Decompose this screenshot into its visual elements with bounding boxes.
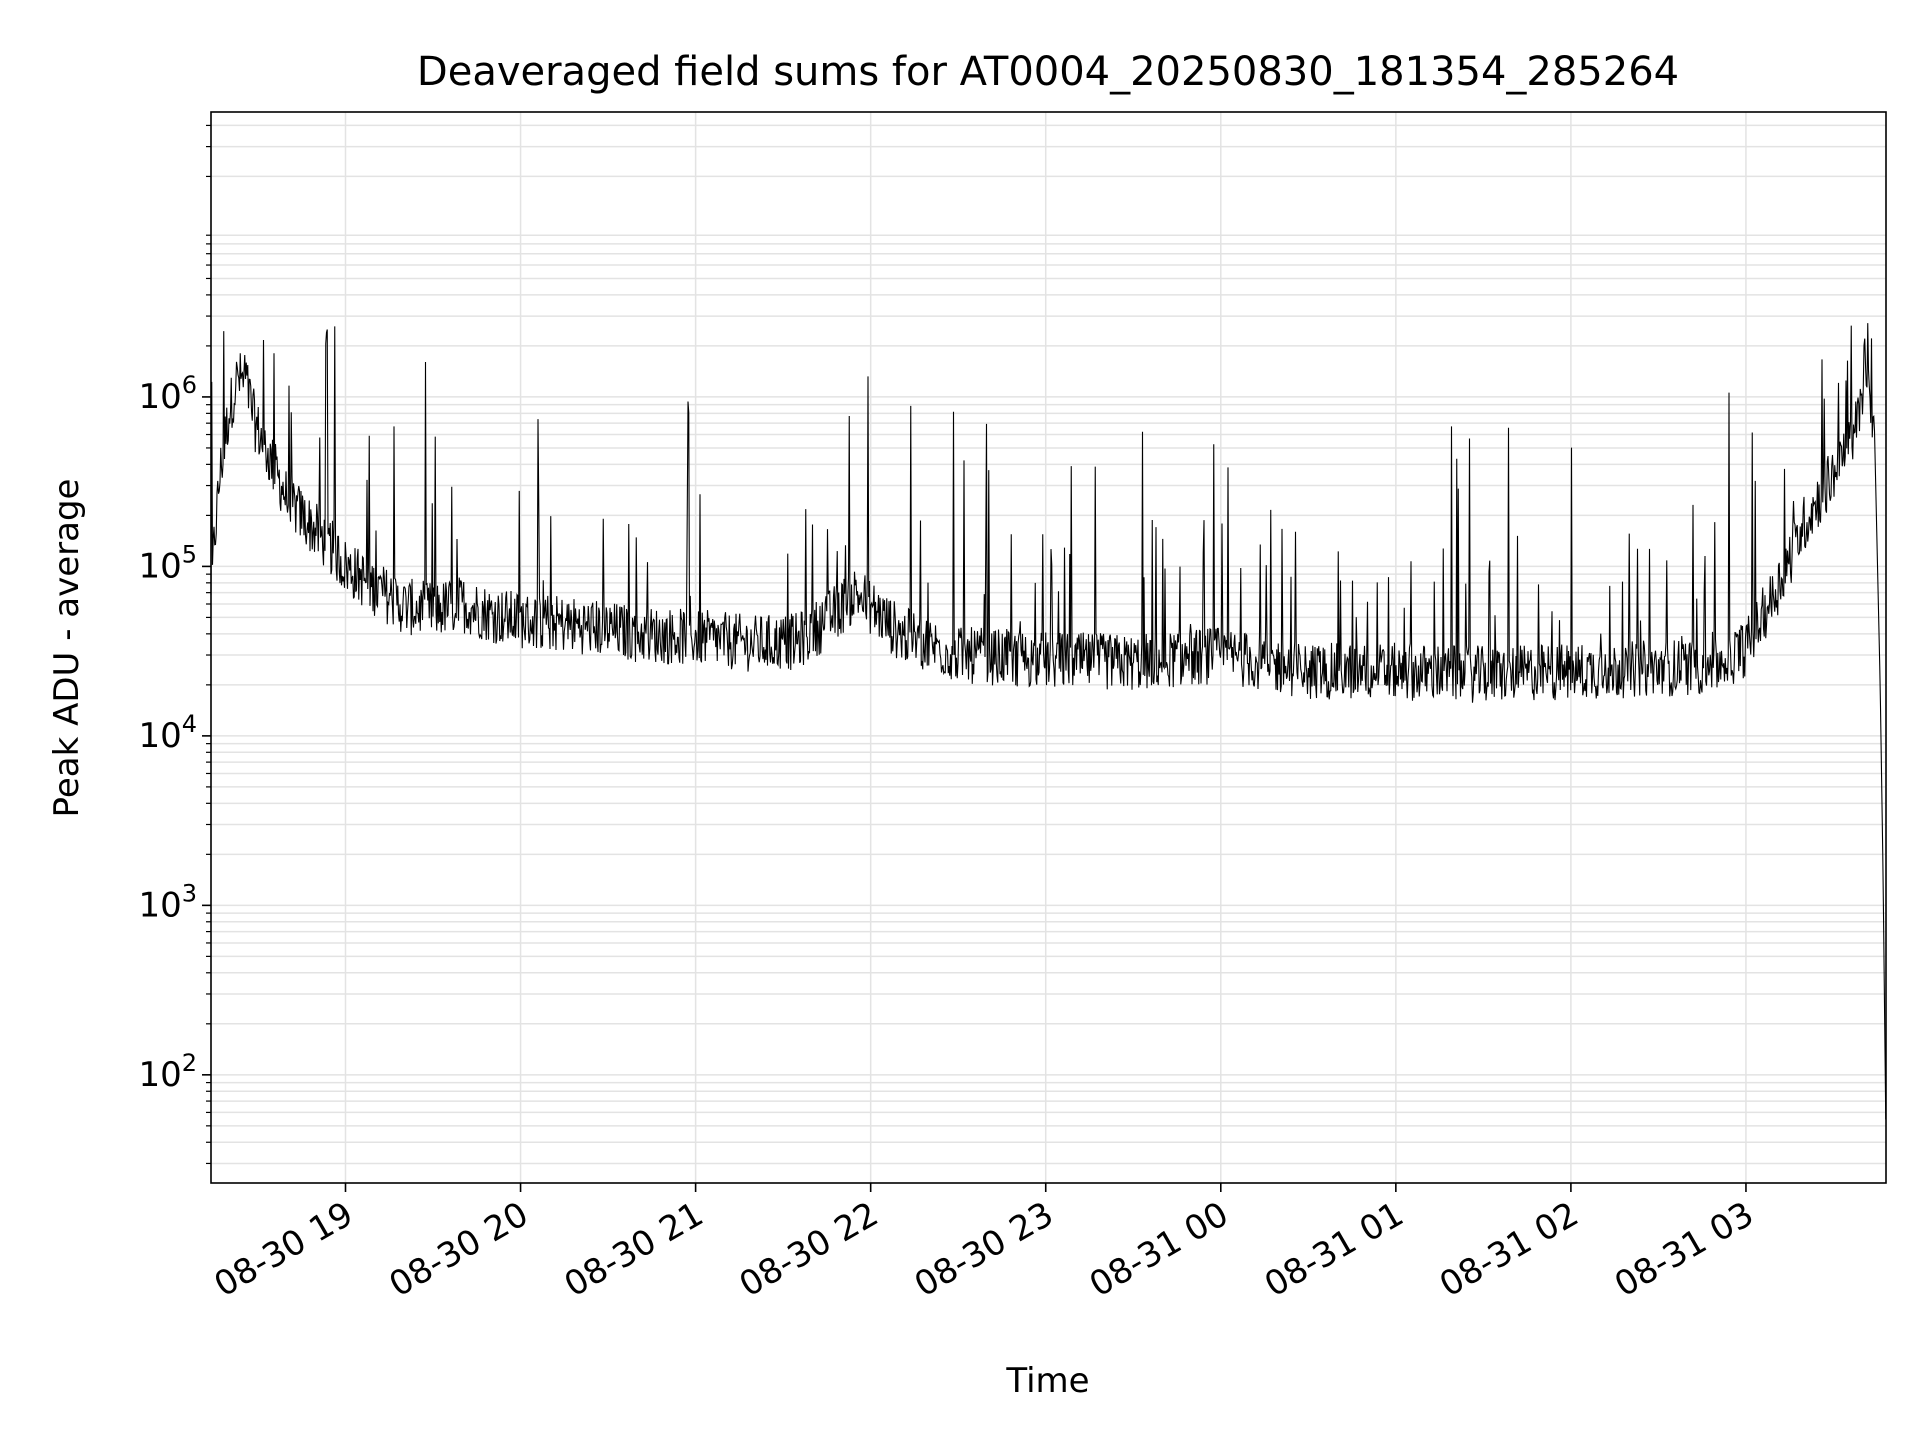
y-tick-label: 104 <box>138 710 197 756</box>
y-tick-label: 105 <box>138 540 197 586</box>
y-tick-label: 106 <box>138 371 197 417</box>
y-tick-label: 102 <box>138 1049 197 1095</box>
y-tick-label: 103 <box>138 879 197 925</box>
x-axis-label: Time <box>1005 1361 1089 1401</box>
data-series <box>210 323 1887 1120</box>
series-line <box>210 323 1887 1120</box>
plot-frame <box>210 111 1887 1184</box>
chart-title: Deaveraged field sums for AT0004_2025083… <box>417 49 1679 95</box>
grid <box>211 112 1886 1183</box>
y-axis-label: Peak ADU - average <box>47 479 87 818</box>
